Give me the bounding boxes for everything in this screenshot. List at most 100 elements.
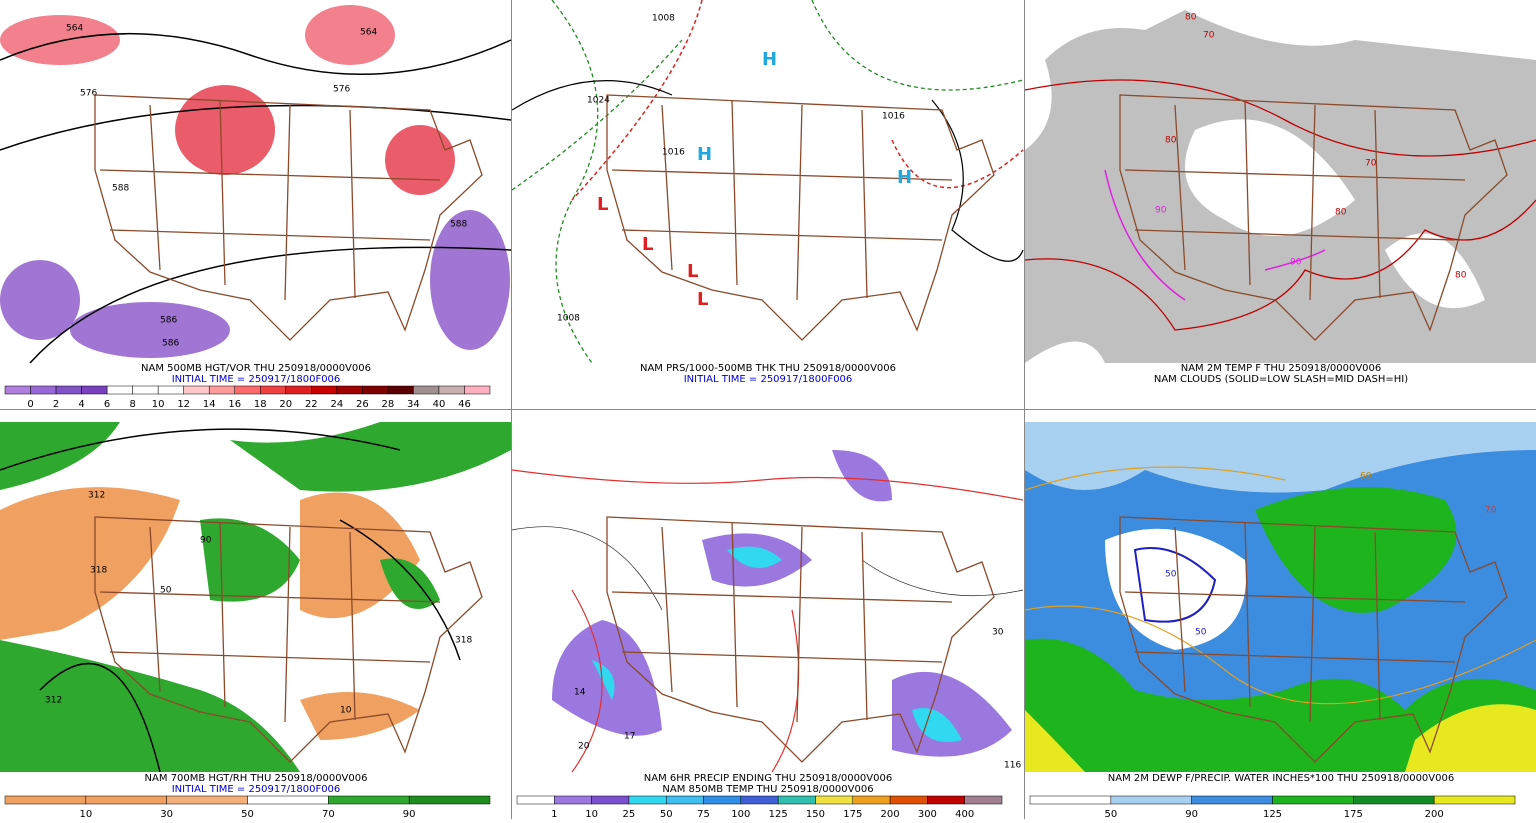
map-label: 318 [90, 566, 107, 576]
colorbar-label: 34 [407, 399, 420, 410]
colorbar-label: 24 [330, 399, 343, 410]
map-label: 588 [450, 220, 467, 230]
panel: 50 50 60 70 NAM 2M DEWP F/PRECIP. WATER … [1024, 422, 1536, 820]
map-label: 30 [992, 628, 1004, 638]
isobar [511, 80, 1024, 262]
temp-contour [1104, 169, 1326, 301]
map-label: 70 [1485, 506, 1497, 516]
map-label: 564 [360, 28, 377, 38]
map-label: 1008 [652, 14, 675, 24]
colorbar-swatch [328, 795, 410, 805]
low-marker: L [597, 194, 608, 215]
caption: NAM PRS/1000-500MB THK THU 250918/0000V0… [640, 363, 896, 374]
colorbar-swatch [665, 795, 704, 805]
map-label: 50 [1165, 570, 1177, 580]
colorbar-label: 200 [1425, 809, 1444, 819]
colorbar-swatch [852, 795, 891, 805]
colorbar-swatch [703, 795, 742, 805]
map-label: 14 [574, 688, 586, 698]
map-label: 318 [455, 636, 472, 646]
colorbar-swatch [815, 795, 854, 805]
map-label: 80 [1335, 208, 1347, 218]
map-label: 17 [624, 732, 635, 742]
map-label: 80 [1455, 271, 1467, 281]
colorbar-swatch [1029, 795, 1112, 805]
colorbar-label: 30 [160, 809, 173, 819]
low-marker: L [697, 289, 708, 310]
vort-area [430, 210, 510, 350]
colorbar-swatch [387, 385, 414, 395]
dewpoint-contour [1133, 547, 1217, 623]
map-label: 60 [1360, 472, 1372, 482]
colorbar-swatch [1191, 795, 1273, 805]
high-marker: H [762, 49, 777, 70]
colorbar-label: 1 [551, 809, 557, 819]
colorbar-label: 400 [955, 809, 974, 819]
colorbar-swatch [591, 795, 630, 805]
colorbar-swatch [438, 385, 465, 395]
colorbar-label: 14 [203, 399, 216, 410]
colorbar-label: 0 [27, 399, 33, 410]
map-label: 90 [1290, 258, 1302, 268]
map-label: 80 [1165, 136, 1177, 146]
colorbar-swatch [362, 385, 389, 395]
colorbar-swatch [889, 795, 928, 805]
colorbar-swatch [1433, 795, 1516, 805]
colorbar-label: 100 [731, 809, 750, 819]
map-label: 1016 [882, 112, 905, 122]
map-label: 312 [45, 696, 62, 706]
thickness [511, 0, 1024, 364]
high-marker: H [697, 144, 712, 165]
contour [0, 32, 512, 364]
precip-area [552, 450, 1012, 757]
contour [0, 428, 461, 773]
map-label: 576 [333, 85, 350, 95]
colorbar-swatch [157, 385, 184, 395]
colorbar-label: 50 [241, 809, 254, 819]
colorbar-label: 46 [458, 399, 471, 410]
colorbar-label: 50 [1104, 809, 1117, 819]
panel: 80 70 80 90 80 70 80 90 NAM 2M TEMP F TH… [1024, 0, 1536, 385]
colorbar-swatch [260, 385, 287, 395]
map-label: 50 [1195, 628, 1207, 638]
colorbar-label: 175 [843, 809, 862, 819]
colorbar-label: 25 [623, 809, 636, 819]
map [512, 0, 1023, 363]
map-label: 90 [200, 536, 212, 546]
colorbar-swatch [1353, 795, 1435, 805]
colorbar-swatch [964, 795, 1003, 805]
panel: 312 318 90 50 10 312 318 NAM 700MB HGT/R… [0, 422, 511, 820]
colorbar-label: 200 [881, 809, 900, 819]
map-label: 80 [1185, 13, 1197, 23]
colorbar-swatch [628, 795, 667, 805]
panel: 1008 1024 1016 1016 1008 H H H L L L L N… [511, 0, 1024, 385]
colorbar-swatch [1272, 795, 1354, 805]
colorbar-label: 90 [1185, 809, 1198, 819]
caption: INITIAL TIME = 250917/1800F006 [172, 784, 341, 795]
cloud-free [1025, 233, 1485, 363]
map-label: 70 [1365, 159, 1377, 169]
colorbar-label: 2 [53, 399, 59, 410]
colorbar-swatch [413, 385, 440, 395]
map-label: 70 [1203, 31, 1215, 41]
colorbar-swatch [336, 385, 363, 395]
colorbar-swatch [106, 385, 133, 395]
high-marker: H [897, 167, 912, 188]
colorbar-swatch [464, 385, 491, 395]
colorbar-swatch [30, 385, 57, 395]
colorbar-swatch [208, 385, 235, 395]
rh-area [0, 487, 420, 640]
colorbar-label: 12 [177, 399, 190, 410]
colorbar-swatch [285, 385, 312, 395]
low-marker: L [687, 261, 698, 282]
caption: NAM 850MB TEMP THU 250918/0000V006 [662, 784, 873, 795]
vort-area [175, 85, 275, 175]
map-label: 1008 [557, 314, 580, 324]
map-label: 10 [340, 706, 352, 716]
colorbar-label: 75 [697, 809, 710, 819]
precip-area [592, 546, 962, 742]
map-label: 116 [1004, 761, 1021, 771]
panel: 564 576 588 564 576 588 586 586 NAM 500M… [0, 0, 512, 410]
low-marker: L [642, 234, 653, 255]
